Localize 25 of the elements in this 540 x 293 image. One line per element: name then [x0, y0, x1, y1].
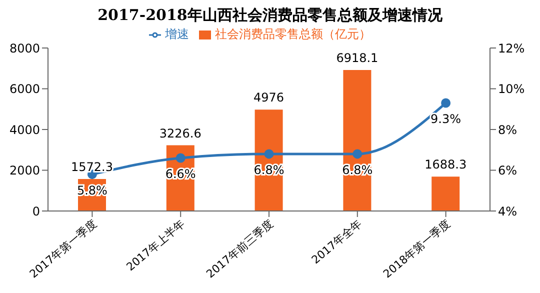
y2-tick-label: 12% [498, 41, 525, 56]
point [352, 149, 362, 159]
bar [432, 176, 460, 211]
chart-title: 2017-2018年山西社会消费品零售总额及增速情况 [96, 6, 444, 26]
data-label: 3226.6 [159, 126, 202, 140]
data-label: 1688.3 [424, 158, 467, 172]
y2-tick-label: 4% [498, 204, 518, 218]
bar [343, 70, 372, 211]
point [441, 98, 451, 108]
y-tick-label: 6000 [9, 82, 40, 96]
data-label: 4976 [254, 90, 284, 105]
data-label: 9.3% [430, 112, 462, 126]
point [264, 149, 274, 159]
y2-tick-label: 8% [498, 122, 518, 137]
y-tick-label: 0 [32, 204, 40, 218]
data-label: 6918.1 [336, 51, 378, 66]
y2-tick-label: 10% [498, 82, 525, 96]
data-label: 1572.3 [71, 160, 113, 174]
legend-label: 社会消费品零售总额（亿元） [215, 27, 371, 41]
y-tick-label: 4000 [9, 122, 40, 137]
point [176, 153, 186, 163]
y-tick-label: 2000 [9, 164, 40, 178]
y2-tick-label: 6% [498, 164, 518, 178]
y-tick-label: 8000 [9, 41, 40, 56]
legend-label: 增速 [165, 27, 189, 41]
